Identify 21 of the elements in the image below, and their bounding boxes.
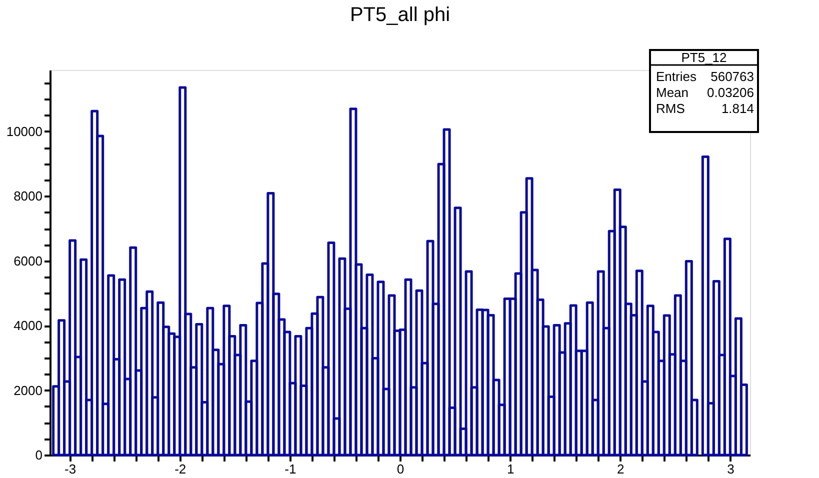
y-tick-label: 10000 [6, 124, 42, 139]
x-tick-label: -3 [64, 462, 76, 476]
x-tick-label: 1 [506, 462, 514, 476]
x-tick-label: 3 [727, 462, 734, 476]
y-tick-label: 2000 [14, 382, 42, 398]
annotation: Entries [656, 69, 697, 84]
annotation: 560763 [710, 69, 754, 84]
x-tick-label: 2 [617, 462, 624, 476]
text: PT5_12 [681, 50, 727, 65]
x-tick-label: -2 [174, 462, 186, 476]
y-tick-label: 0 [35, 448, 42, 462]
annotation: 1.814 [721, 101, 754, 116]
annotation: RMS [656, 101, 686, 116]
annotation: Mean [656, 85, 689, 100]
y-tick-label: 6000 [14, 253, 42, 268]
x-tick-label: -1 [284, 462, 296, 476]
y-tick-label: 8000 [14, 188, 42, 204]
chart-title: PT5_all phi [350, 4, 450, 26]
annotation: 0.03206 [707, 85, 754, 100]
x-tick-label: 0 [396, 462, 404, 476]
y-tick-label: 4000 [14, 318, 42, 334]
